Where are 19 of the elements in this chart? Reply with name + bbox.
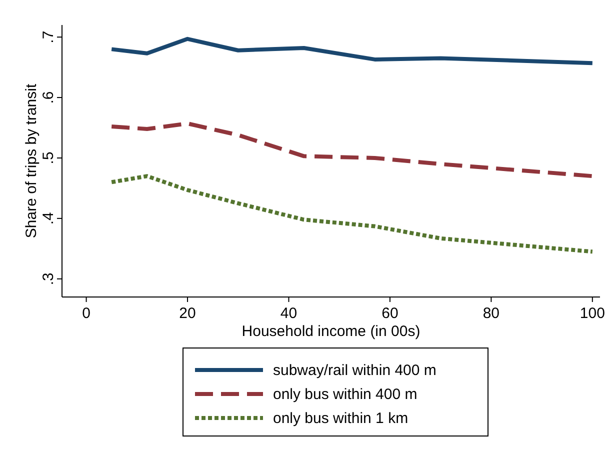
y-tick-label: .3	[40, 272, 57, 286]
line-series	[110, 36, 594, 66]
x-tick-label: 20	[179, 305, 196, 322]
y-tick-label: .6	[40, 91, 57, 104]
x-tick-label: 80	[482, 305, 500, 322]
x-tick-label: 60	[382, 305, 398, 322]
line-series	[110, 122, 594, 178]
x-tick-label: 40	[280, 305, 298, 322]
y-tick-label: .4	[40, 212, 57, 225]
x-tick-label: 0	[82, 305, 90, 322]
x-axis-title: Household income (in 00s)	[242, 323, 420, 340]
x-tick-label: 100	[580, 305, 605, 322]
line-series	[110, 174, 594, 254]
legend-label: only bus within 400 m	[273, 386, 418, 403]
y-tick-label: .7	[40, 30, 57, 44]
y-axis-title: Share of trips by transit	[23, 83, 40, 238]
legend-label: only bus within 1 km	[273, 410, 408, 427]
y-tick-label: .5	[40, 152, 57, 164]
legend-label: subway/rail within 400 m	[273, 362, 436, 379]
